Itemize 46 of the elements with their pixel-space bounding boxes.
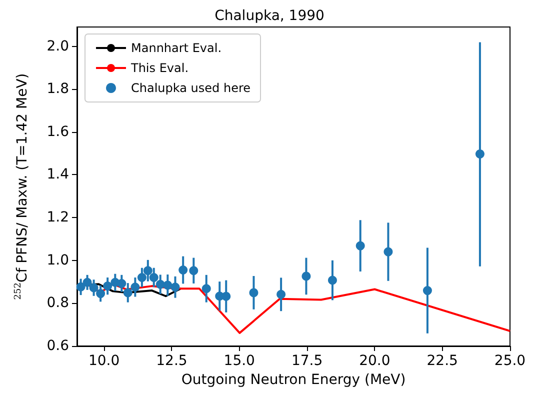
- x-tick-label: 25.0: [494, 353, 526, 369]
- legend-label: This Eval.: [130, 61, 189, 75]
- y-tick-label: 1.0: [46, 252, 69, 268]
- point: [143, 266, 152, 276]
- point: [130, 282, 140, 292]
- x-tick-label: 12.5: [156, 353, 188, 369]
- y-axis-title: 252Cf PFNS/ Maxw. (T=1.42 MeV): [14, 73, 30, 300]
- point: [170, 282, 180, 292]
- chart-title: Chalupka, 1990: [214, 8, 324, 24]
- point: [82, 278, 92, 287]
- point: [202, 284, 211, 294]
- x-tick-label: 22.5: [426, 353, 458, 369]
- point: [76, 282, 86, 292]
- legend-label: Mannhart Eval.: [131, 41, 222, 55]
- y-tick-label: 1.4: [46, 166, 70, 183]
- point: [123, 288, 132, 298]
- x-tick-label: 10.0: [88, 353, 120, 369]
- point: [149, 272, 158, 282]
- point: [384, 247, 393, 256]
- point: [178, 266, 188, 274]
- y-tick-label: 0.8: [46, 295, 69, 312]
- point: [222, 292, 231, 301]
- point: [356, 241, 365, 250]
- point: [302, 272, 311, 281]
- x-tick-label: 20.0: [359, 353, 390, 369]
- point: [422, 286, 432, 296]
- point: [249, 288, 258, 298]
- x-axis-title: Outgoing Neutron Energy (MeV): [181, 372, 406, 388]
- point: [276, 290, 286, 299]
- point: [96, 289, 106, 298]
- y-tick-label: 1.6: [46, 124, 70, 140]
- point: [328, 276, 337, 285]
- point: [137, 272, 146, 282]
- y-tick-label: 0.6: [46, 338, 70, 354]
- point: [475, 149, 484, 158]
- y-tick-label: 1.8: [46, 81, 69, 98]
- y-tick-label: 2.0: [46, 38, 69, 54]
- y-tick-label: 1.2: [46, 210, 69, 226]
- point: [89, 283, 98, 292]
- point: [103, 282, 112, 291]
- x-tick-label: 17.5: [291, 353, 323, 369]
- point: [117, 278, 126, 288]
- point: [163, 280, 172, 290]
- point: [189, 266, 198, 276]
- x-tick-label: 15.0: [224, 353, 255, 369]
- legend-label: Chalupka used here: [131, 81, 251, 95]
